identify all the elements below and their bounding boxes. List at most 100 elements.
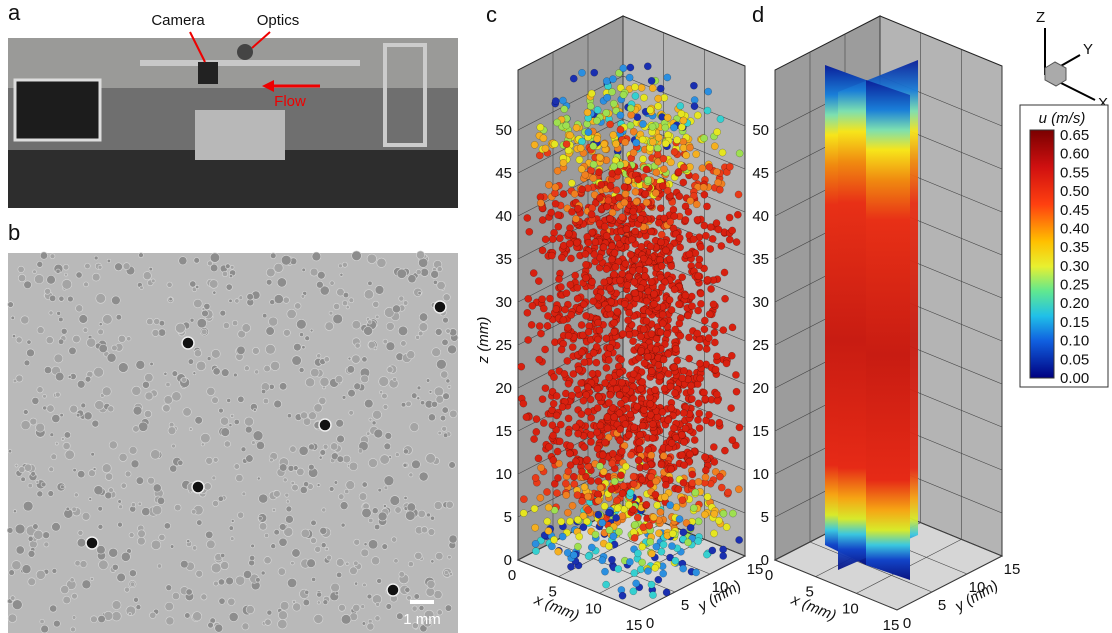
particle bbox=[680, 144, 687, 151]
particle bbox=[712, 366, 719, 373]
bubble bbox=[37, 327, 44, 334]
bubble bbox=[116, 314, 122, 320]
particle bbox=[558, 518, 565, 525]
plot-3d: 05101520253035404550051015051015x (mm)y … bbox=[495, 16, 763, 633]
particle bbox=[652, 346, 659, 353]
bubble bbox=[117, 573, 126, 582]
particle bbox=[525, 295, 532, 302]
particle bbox=[659, 408, 666, 415]
particle bbox=[549, 236, 556, 243]
bubble bbox=[230, 265, 234, 269]
bubble bbox=[409, 473, 413, 477]
particle bbox=[619, 592, 626, 599]
particle bbox=[627, 489, 634, 496]
particle bbox=[628, 111, 635, 118]
bubble bbox=[66, 507, 70, 511]
bubble bbox=[368, 540, 378, 550]
particle bbox=[711, 329, 718, 336]
particle bbox=[554, 167, 561, 174]
particle bbox=[557, 283, 564, 290]
bubble bbox=[51, 454, 57, 460]
bubble bbox=[118, 363, 128, 373]
particle bbox=[654, 145, 661, 152]
particle bbox=[648, 581, 655, 588]
bubble bbox=[364, 290, 373, 299]
bubble bbox=[21, 420, 30, 429]
bubble bbox=[213, 457, 218, 462]
bubble bbox=[164, 372, 167, 375]
particle bbox=[705, 411, 712, 418]
bubble bbox=[172, 392, 181, 401]
bubble bbox=[98, 615, 106, 623]
particle bbox=[609, 450, 616, 457]
particle bbox=[720, 327, 727, 334]
particle bbox=[626, 331, 633, 338]
particle bbox=[614, 308, 621, 315]
particle bbox=[570, 75, 577, 82]
bubble bbox=[412, 460, 421, 469]
particle bbox=[542, 145, 549, 152]
particle bbox=[696, 425, 703, 432]
particle bbox=[590, 175, 597, 182]
bubble bbox=[373, 410, 382, 419]
particle bbox=[566, 132, 573, 139]
bubble bbox=[274, 400, 282, 408]
particle bbox=[550, 400, 557, 407]
particle bbox=[619, 214, 626, 221]
particle bbox=[634, 176, 641, 183]
particle bbox=[707, 285, 714, 292]
bubble bbox=[121, 552, 130, 561]
particle bbox=[574, 295, 581, 302]
colorbar-label: 0.10 bbox=[1060, 333, 1089, 350]
bubble bbox=[323, 444, 328, 449]
particle bbox=[594, 106, 601, 113]
particle bbox=[630, 370, 637, 377]
bubble bbox=[434, 387, 443, 396]
particle bbox=[603, 203, 610, 210]
particle bbox=[567, 461, 574, 468]
bubble bbox=[447, 555, 451, 559]
particle bbox=[687, 524, 694, 531]
bubble bbox=[130, 582, 135, 587]
particle bbox=[696, 360, 703, 367]
particle bbox=[563, 141, 570, 148]
particle bbox=[637, 215, 644, 222]
particle bbox=[721, 295, 728, 302]
bubble bbox=[97, 545, 106, 554]
bubble bbox=[229, 424, 232, 427]
particle bbox=[606, 215, 613, 222]
particle bbox=[608, 88, 615, 95]
particle bbox=[533, 428, 540, 435]
particle bbox=[607, 121, 614, 128]
particle bbox=[627, 122, 634, 129]
particle bbox=[612, 140, 619, 147]
particle bbox=[631, 279, 638, 286]
bubble bbox=[190, 281, 196, 287]
particle bbox=[649, 591, 656, 598]
particle bbox=[605, 399, 612, 406]
colorbar-label: 0.25 bbox=[1060, 277, 1089, 294]
bubble bbox=[384, 443, 391, 450]
bubble bbox=[317, 484, 320, 487]
particle bbox=[701, 453, 708, 460]
z-tick-label: 40 bbox=[752, 208, 769, 225]
bubble bbox=[33, 270, 37, 274]
z-tick-label: 50 bbox=[495, 122, 512, 139]
bubble bbox=[301, 529, 310, 538]
bubble bbox=[302, 346, 305, 349]
bubble bbox=[239, 296, 243, 300]
bubble bbox=[201, 594, 207, 600]
particle bbox=[677, 102, 684, 109]
particle bbox=[695, 307, 702, 314]
bubble bbox=[299, 446, 308, 455]
particle bbox=[702, 395, 709, 402]
bubble bbox=[19, 466, 25, 472]
particle bbox=[701, 326, 708, 333]
bubble bbox=[73, 468, 77, 472]
particle bbox=[589, 204, 596, 211]
bubble bbox=[359, 493, 367, 501]
bubble bbox=[190, 318, 194, 322]
bubble bbox=[375, 285, 384, 294]
particle bbox=[611, 249, 618, 256]
bubble bbox=[426, 453, 436, 463]
